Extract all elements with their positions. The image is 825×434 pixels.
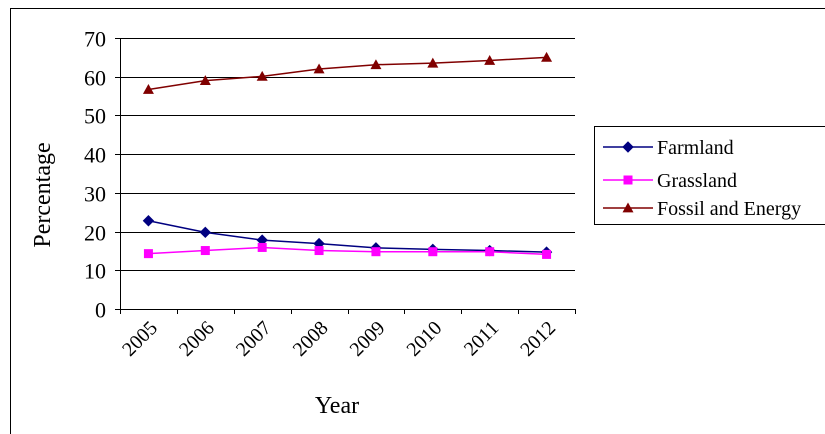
legend-item: Farmland [603, 137, 734, 159]
data-point [485, 247, 495, 257]
legend-item: Grassland [603, 170, 737, 192]
data-point [142, 83, 154, 94]
y-tick-label: 70 [84, 27, 106, 52]
series-group [142, 51, 553, 259]
data-point [314, 246, 324, 256]
chart-border [10, 8, 825, 434]
data-point [427, 57, 439, 68]
series-grassland [143, 242, 552, 259]
data-point [371, 247, 381, 257]
x-tick-label: 2006 [175, 317, 219, 361]
series-fossil-and-energy [142, 51, 553, 94]
x-tick-label: 2008 [289, 317, 333, 361]
gridlines [120, 38, 575, 271]
axes [115, 38, 576, 314]
data-point [313, 63, 325, 74]
y-tick-label: 40 [84, 143, 106, 168]
legend-label: Fossil and Energy [657, 198, 801, 220]
y-tick-labels: 0 10 20 30 40 50 60 70 [84, 27, 106, 323]
data-point [428, 247, 438, 257]
data-point [542, 249, 552, 259]
y-tick-label: 60 [84, 66, 106, 91]
legend: Farmland Grassland Fossil and Energy [594, 126, 825, 225]
y-tick-label: 30 [84, 182, 106, 207]
data-point [257, 242, 267, 252]
legend-item: Fossil and Energy [603, 198, 801, 220]
x-tick-label: 2007 [232, 317, 276, 361]
x-tick-labels: 2005 2006 2007 2008 2009 2010 2011 2012 [118, 317, 560, 361]
y-tick-label: 50 [84, 104, 106, 129]
legend-label: Grassland [657, 170, 737, 192]
series-line [148, 219, 547, 253]
x-tick-label: 2005 [118, 317, 162, 361]
data-point [199, 226, 212, 239]
data-point [142, 215, 155, 227]
series-line [148, 246, 547, 256]
data-point [256, 70, 268, 81]
y-tick-label: 20 [84, 221, 106, 246]
data-point [199, 75, 211, 85]
data-point [143, 249, 153, 259]
data-point [200, 246, 210, 256]
y-tick-label: 10 [84, 259, 106, 284]
data-point [370, 59, 382, 70]
x-axis-label: Year [315, 393, 359, 419]
legend-swatch-marker [622, 141, 634, 153]
data-point [484, 54, 496, 65]
x-tick-label: 2011 [460, 317, 503, 360]
series-line [148, 56, 547, 91]
x-tick-label: 2012 [516, 317, 560, 361]
x-tick-label: 2009 [346, 317, 390, 361]
legend-swatch-marker [623, 175, 633, 185]
legend-label: Farmland [657, 137, 734, 159]
y-axis-label: Percentage [30, 142, 56, 247]
legend-items: Farmland Grassland Fossil and Energy [603, 137, 801, 220]
y-tick-label: 0 [95, 298, 106, 323]
legend-swatch-marker [622, 202, 634, 213]
x-tick-label: 2010 [403, 317, 447, 361]
data-point [541, 51, 553, 62]
